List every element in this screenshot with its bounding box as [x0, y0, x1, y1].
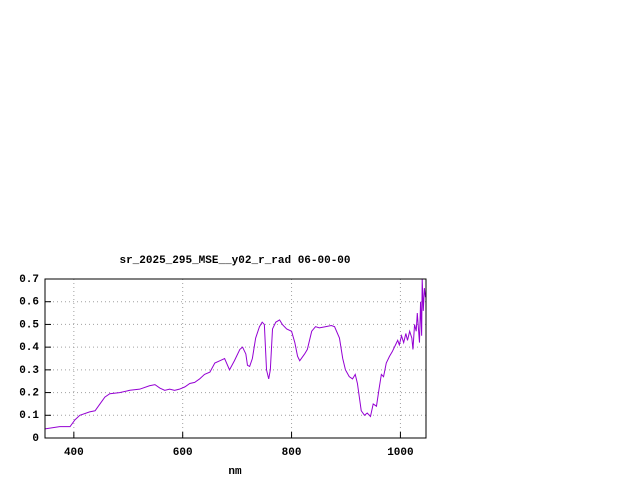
y-tick-label: 0: [32, 433, 39, 445]
x-tick-label: 1000: [387, 447, 413, 459]
y-tick-label: 0.7: [19, 274, 39, 286]
chart-title: sr_2025_295_MSE__y02_r_rad 06-00-00: [119, 255, 350, 267]
x-axis-label: nm: [228, 466, 242, 478]
y-tick-label: 0.1: [19, 410, 39, 422]
y-tick-label: 0.5: [19, 319, 39, 331]
data-line: [44, 278, 426, 430]
x-tick-label: 400: [64, 447, 84, 459]
plot-border: [44, 278, 427, 439]
y-tick-label: 0.2: [19, 387, 39, 399]
x-tick-label: 800: [282, 447, 302, 459]
y-tick-label: 0.6: [19, 297, 39, 309]
x-tick-label: 600: [173, 447, 193, 459]
y-tick-label: 0.3: [19, 365, 39, 377]
y-tick-label: 0.4: [19, 342, 39, 354]
